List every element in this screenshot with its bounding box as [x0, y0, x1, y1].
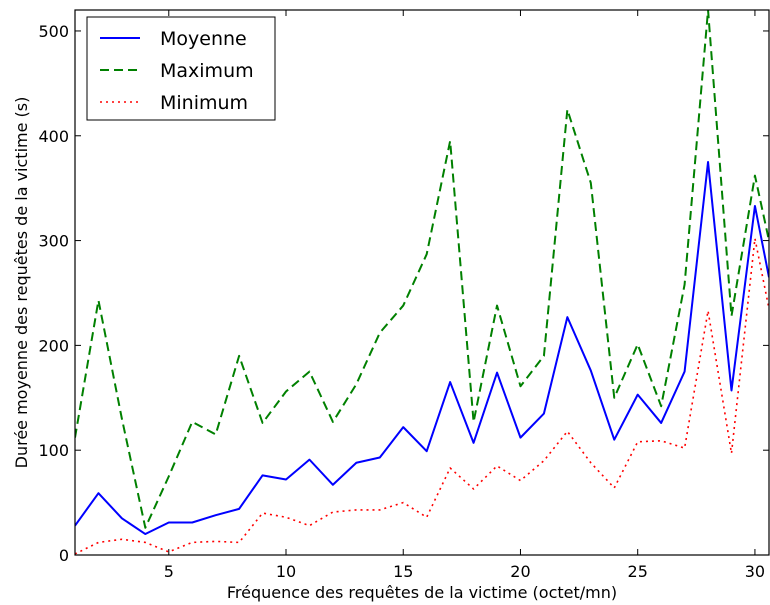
x-tick-labels: 5 10 15 20 25 30: [164, 562, 765, 581]
legend: Moyenne Maximum Minimum: [86, 16, 276, 121]
plot-area-frame: [74, 9, 770, 556]
x-tick-label: 10: [276, 562, 296, 581]
y-tick-label: 100: [38, 441, 69, 460]
series-line-moyenne: [75, 160, 769, 536]
series-line-maximum: [75, 10, 769, 529]
legend-item-moyenne: Moyenne: [100, 28, 247, 50]
axis-ticks: [75, 10, 769, 556]
x-axis-label: Fréquence des requêtes de la victime (oc…: [227, 583, 617, 602]
legend-item-minimum: Minimum: [100, 92, 248, 114]
y-tick-label: 400: [38, 127, 69, 146]
legend-label: Maximum: [160, 60, 254, 82]
legend-item-maximum: Maximum: [100, 60, 254, 82]
legend-label: Moyenne: [160, 28, 247, 50]
legend-box: [86, 16, 276, 121]
y-tick-label: 300: [38, 232, 69, 251]
x-tick-label: 5: [164, 562, 174, 581]
y-axis-label: Durée moyenne des requêtes de la victime…: [12, 97, 31, 469]
x-tick-label: 30: [745, 562, 765, 581]
x-tick-label: 25: [628, 562, 648, 581]
y-tick-label: 0: [59, 546, 69, 565]
y-tick-label: 200: [38, 336, 69, 355]
series-layer: [75, 10, 769, 555]
legend-label: Minimum: [160, 92, 248, 114]
y-tick-label: 500: [38, 22, 69, 41]
x-tick-label: 20: [510, 562, 530, 581]
legend-items: Moyenne Maximum Minimum: [100, 28, 254, 114]
x-tick-label: 15: [393, 562, 413, 581]
y-tick-labels: 0 100 200 300 400 500: [38, 22, 69, 565]
